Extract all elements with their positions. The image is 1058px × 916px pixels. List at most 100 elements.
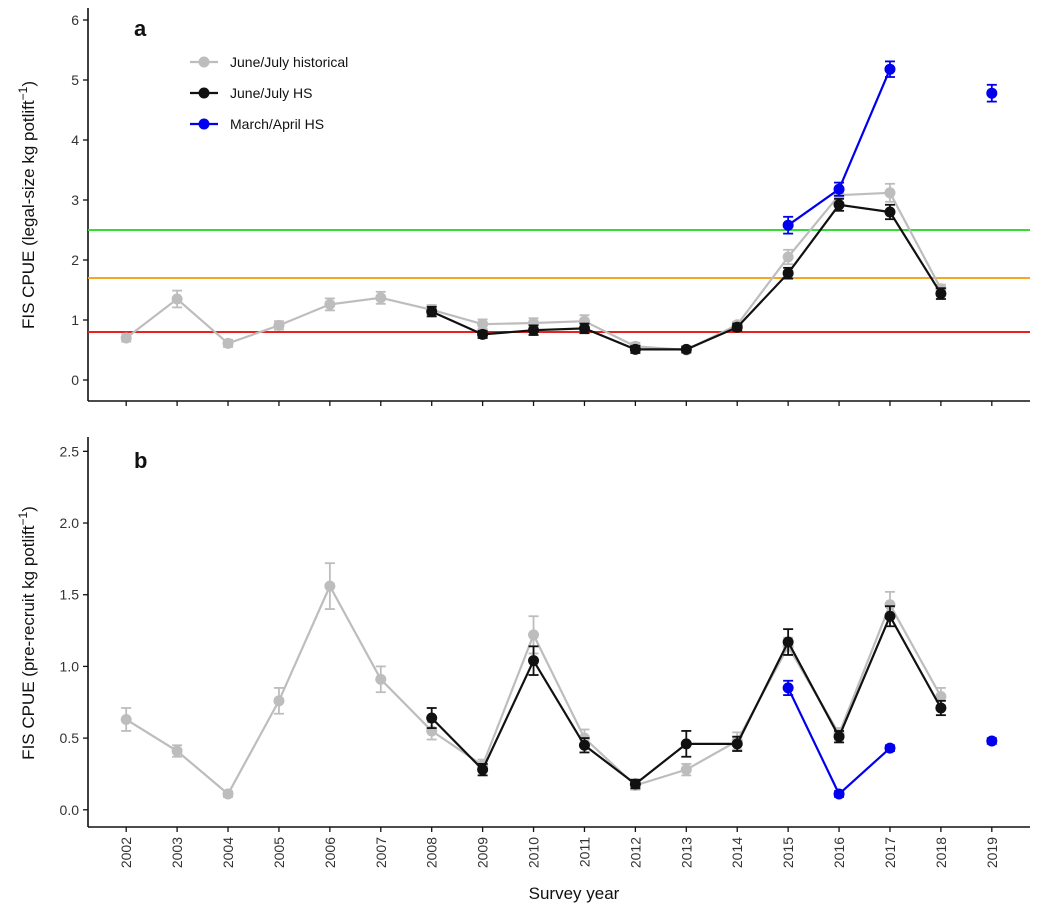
panel-b-y-tick-label: 2.5 xyxy=(60,443,80,459)
data-point xyxy=(171,293,183,305)
data-point xyxy=(884,63,896,75)
data-point xyxy=(884,599,896,611)
data-point xyxy=(120,332,132,344)
data-point xyxy=(884,742,896,754)
data-point xyxy=(324,580,336,592)
data-point xyxy=(375,673,387,685)
data-point xyxy=(833,183,845,195)
panel-b-y-tick-label: 0.5 xyxy=(60,730,80,746)
panel-b-y-tick-label: 1.0 xyxy=(60,658,80,674)
data-point xyxy=(578,322,590,334)
data-point xyxy=(426,712,438,724)
panel-a-y-tick-label: 0 xyxy=(71,372,79,388)
panel-a-y-tick-label: 2 xyxy=(71,252,79,268)
panel-a-y-axis-title: FIS CPUE (legal-size kg potlift−1) xyxy=(16,81,38,329)
panel-b-y-tick-label: 1.5 xyxy=(60,587,80,603)
legend-entry-jj-hs: June/July HS xyxy=(190,85,312,101)
panel-b-series-1 xyxy=(426,605,947,790)
data-point xyxy=(782,636,794,648)
data-point xyxy=(884,187,896,199)
panel-b-y-axis-title-main: FIS CPUE (pre-recruit kg potlift xyxy=(19,525,38,760)
x-tick-label: 2012 xyxy=(627,837,643,868)
data-point xyxy=(680,738,692,750)
x-tick-label: 2005 xyxy=(271,837,287,868)
panel-b-y-axis-title-close: ) xyxy=(19,506,38,512)
panel-b-series xyxy=(120,562,998,800)
data-point xyxy=(884,610,896,622)
data-point xyxy=(833,788,845,800)
panel-b-series-0 xyxy=(120,562,947,800)
data-point xyxy=(222,337,234,349)
panel-a-y-tick-label: 5 xyxy=(71,72,79,88)
data-point xyxy=(273,319,285,331)
data-point xyxy=(426,306,438,318)
data-point xyxy=(884,206,896,218)
panel-b-y-ticks: 0.0 0.5 1.0 1.5 2.0 2.5 xyxy=(60,443,88,818)
panel-b-y-axis-title-sup: −1 xyxy=(16,512,30,526)
legend-jj-hs-label: June/July HS xyxy=(230,85,312,101)
data-point xyxy=(120,713,132,725)
legend-jj-hs-marker xyxy=(198,87,210,99)
x-tick-label: 2006 xyxy=(322,837,338,868)
panel-a-series-2 xyxy=(782,60,998,235)
data-point xyxy=(833,199,845,211)
data-point xyxy=(477,764,489,776)
x-tick-label: 2016 xyxy=(831,837,847,868)
panel-a-y-axis-title-sup: −1 xyxy=(16,86,30,100)
data-point xyxy=(731,321,743,333)
data-point xyxy=(528,629,540,641)
x-tick-label: 2007 xyxy=(373,837,389,868)
x-tick-label: 2004 xyxy=(220,837,236,868)
panel-b-y-tick-label: 2.0 xyxy=(60,515,80,531)
data-point xyxy=(782,251,794,263)
panel-a-series xyxy=(120,60,998,356)
x-axis-title: Survey year xyxy=(529,884,620,903)
panel-b-y-axis-title: FIS CPUE (pre-recruit kg potlift−1) xyxy=(16,506,38,760)
x-tick-label: 2015 xyxy=(780,837,796,868)
data-point xyxy=(324,298,336,310)
data-point xyxy=(477,318,489,330)
panel-b-letter: b xyxy=(134,448,147,473)
data-point xyxy=(629,778,641,790)
x-tick-label: 2010 xyxy=(526,837,542,868)
panel-a-x-ticks xyxy=(125,401,993,406)
data-point xyxy=(578,739,590,751)
panel-b-series-2 xyxy=(782,679,998,800)
panel-a-y-ticks: 0 1 2 3 4 5 6 xyxy=(71,12,88,388)
data-point xyxy=(731,738,743,750)
x-tick-label: 2002 xyxy=(118,837,134,868)
legend-historical-marker xyxy=(198,56,210,68)
data-point xyxy=(528,655,540,667)
panel-a: a FIS CPUE (legal-size kg potlift−1) 0 1 2… xyxy=(16,8,1030,406)
panel-a-y-axis-title-main: FIS CPUE (legal-size kg potlift xyxy=(19,100,38,329)
data-point xyxy=(222,788,234,800)
panel-a-reference-lines xyxy=(88,229,1030,333)
data-point xyxy=(935,691,947,703)
data-point xyxy=(782,682,794,694)
panel-b: b FIS CPUE (pre-recruit kg potlift−1) 0.… xyxy=(16,437,1030,903)
x-tick-label: 2018 xyxy=(933,837,949,868)
data-point xyxy=(986,87,998,99)
x-tick-label: 2019 xyxy=(984,837,1000,868)
x-tick-label: 2014 xyxy=(729,837,745,868)
legend-ma-hs-marker xyxy=(198,118,210,130)
x-tick-label: 2017 xyxy=(882,837,898,868)
panel-b-y-tick-label: 0.0 xyxy=(60,802,80,818)
legend-entry-ma-hs: March/April HS xyxy=(190,116,324,132)
data-point xyxy=(375,292,387,304)
data-point xyxy=(171,745,183,757)
data-point xyxy=(680,764,692,776)
panel-b-x-tick-labels: 2002 2003 2004 2005 2006 2007 2008 2009 2010 2011… xyxy=(118,837,1000,868)
x-tick-label: 2003 xyxy=(169,837,185,868)
legend-ma-hs-label: March/April HS xyxy=(230,116,324,132)
legend-entry-historical: June/July historical xyxy=(190,54,348,70)
x-tick-label: 2008 xyxy=(424,837,440,868)
data-point xyxy=(528,324,540,336)
data-point xyxy=(935,702,947,714)
panel-a-y-axis-title-close: ) xyxy=(19,81,38,87)
panel-a-y-tick-label: 3 xyxy=(71,192,79,208)
data-point xyxy=(629,343,641,355)
legend-historical-label: June/July historical xyxy=(230,54,348,70)
